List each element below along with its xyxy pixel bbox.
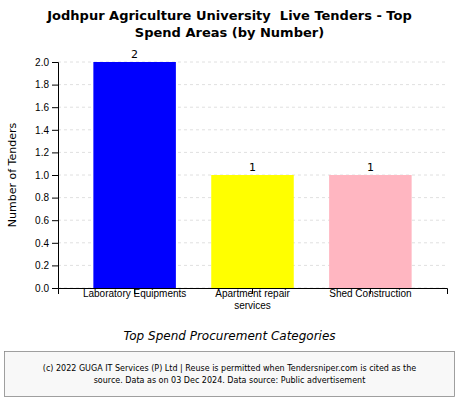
x-tick: Shed Construction xyxy=(329,288,411,299)
y-tick-mark xyxy=(52,152,58,153)
y-tick-label: 0.4 xyxy=(35,238,49,249)
y-tick-mark xyxy=(52,107,58,108)
text-line: Spend Areas (by Number) xyxy=(135,25,324,40)
data-label: 1 xyxy=(249,161,256,174)
y-tick-mark xyxy=(52,220,58,221)
y-tick-mark xyxy=(52,175,58,176)
plot: 2 1 1 0.0 0.2 0.4 0.6 0.8 1.0 1.2 1.4 1.6 1.8 2.0 Labo… xyxy=(35,48,447,311)
text-line: Shed Construction xyxy=(329,288,411,299)
y-tick-label: 0.0 xyxy=(35,283,49,294)
y-tick: 1.6 xyxy=(35,102,58,113)
y-tick: 1.4 xyxy=(35,125,58,136)
y-tick-label: 1.6 xyxy=(35,102,49,113)
y-axis: 0.0 0.2 0.4 0.6 0.8 1.0 1.2 1.4 1.6 1.8 2.0 xyxy=(35,57,58,294)
footnote: (c) 2022 GUGA IT Services (P) Ltd | Reus… xyxy=(43,364,416,385)
text-line: Apartment repair xyxy=(215,288,290,299)
y-tick-label: 1.8 xyxy=(35,79,49,90)
x-tick-label: Laboratory Equipments xyxy=(83,288,186,299)
y-tick-label: 0.8 xyxy=(35,192,49,203)
y-tick-label: 2.0 xyxy=(35,57,49,68)
y-tick-label: 1.0 xyxy=(35,170,49,181)
y-tick: 0.6 xyxy=(35,215,58,226)
bar xyxy=(329,175,412,288)
y-tick-mark xyxy=(52,198,58,199)
y-tick: 1.2 xyxy=(35,147,58,158)
y-tick-label: 0.6 xyxy=(35,215,49,226)
x-axis: Laboratory Equipments Apartment repairser… xyxy=(59,288,448,311)
text-line: Laboratory Equipments xyxy=(83,288,186,299)
y-tick: 0.2 xyxy=(35,260,58,271)
title: Jodhpur Agriculture University Live Tend… xyxy=(46,8,411,40)
x-tick: Apartment repairservices xyxy=(215,288,290,311)
data-labels: 2 1 1 xyxy=(131,48,374,174)
y-tick-mark xyxy=(52,85,58,86)
y-tick: 1.0 xyxy=(35,170,58,181)
y-axis-line xyxy=(52,63,59,289)
y-tick: 0.8 xyxy=(35,192,58,203)
bar xyxy=(93,62,176,288)
x-axis-title: Top Spend Procurement Categories xyxy=(123,329,335,343)
y-tick: 0.0 xyxy=(35,283,58,294)
bar xyxy=(211,175,294,288)
grid xyxy=(58,62,447,288)
y-axis-title: Number of Tenders xyxy=(6,123,19,228)
text-line: Jodhpur Agriculture University Live Tend… xyxy=(46,8,411,23)
text-line: (c) 2022 GUGA IT Services (P) Ltd | Reus… xyxy=(43,364,416,373)
x-tick-label: Apartment repairservices xyxy=(215,288,290,311)
y-tick-mark xyxy=(52,288,58,289)
y-tick-label: 0.2 xyxy=(35,260,49,271)
y-tick-mark xyxy=(52,243,58,244)
y-tick-mark xyxy=(52,62,58,63)
x-tick-label: Shed Construction xyxy=(329,288,411,299)
text-line: source. Data as on 03 Dec 2024. Data sou… xyxy=(94,376,366,385)
y-tick: 2.0 xyxy=(35,57,58,68)
y-tick: 1.8 xyxy=(35,79,58,90)
footnote-box xyxy=(5,352,455,397)
bars xyxy=(93,62,411,288)
text-line: services xyxy=(234,300,271,311)
y-tick-label: 1.2 xyxy=(35,147,49,158)
y-tick: 0.4 xyxy=(35,238,58,249)
x-tick: Laboratory Equipments xyxy=(83,288,186,299)
y-tick-label: 1.4 xyxy=(35,125,49,136)
chart-svg: Jodhpur Agriculture University Live Tend… xyxy=(0,0,459,400)
data-label: 1 xyxy=(367,161,374,174)
chart-container: Jodhpur Agriculture University Live Tend… xyxy=(0,0,459,400)
y-tick-mark xyxy=(52,265,58,266)
y-tick-mark xyxy=(52,130,58,131)
data-label: 2 xyxy=(131,48,138,61)
